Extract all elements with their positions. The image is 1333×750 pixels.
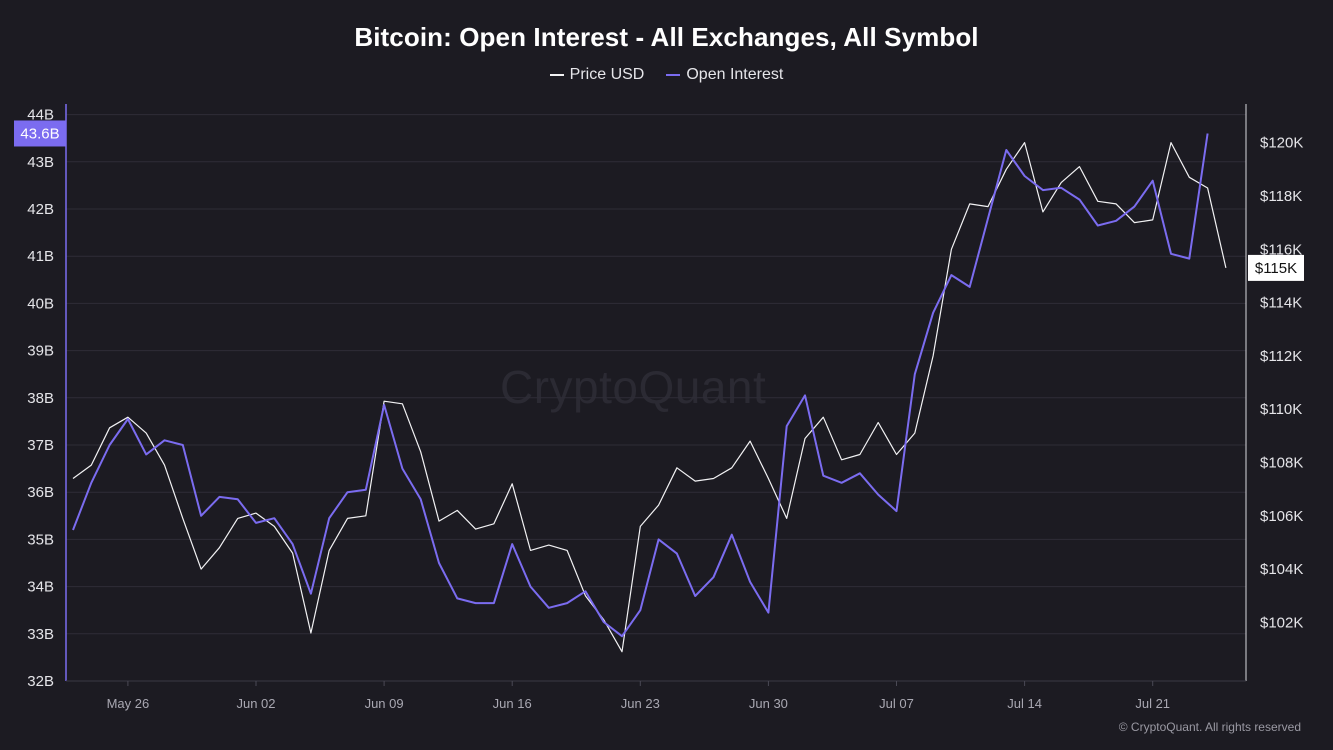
x-tick-label: Jun 02 <box>236 696 275 711</box>
legend-swatch-price <box>549 74 564 76</box>
y-right-tick-label: $106K <box>1260 508 1303 525</box>
x-tick-label: May 26 <box>107 696 150 711</box>
legend-label-open-interest: Open Interest <box>686 66 784 83</box>
y-left-tick-label: 37B <box>27 437 54 454</box>
x-tick-label: Jun 30 <box>749 696 788 711</box>
y-right-tick-label: $120K <box>1260 135 1303 152</box>
y-left-tick-label: 36B <box>27 484 54 501</box>
y-left-tick-label: 34B <box>27 579 54 596</box>
series-line-open-interest <box>72 133 1209 638</box>
y-left-tick-label: 39B <box>27 343 54 360</box>
copyright-notice: © CryptoQuant. All rights reserved <box>1118 720 1301 734</box>
x-tick-label: Jul 07 <box>879 696 914 711</box>
y-right-tick-label: $108K <box>1260 454 1303 471</box>
x-tick-label: Jun 23 <box>621 696 660 711</box>
y-left-tick-label: 44B <box>27 107 54 124</box>
x-tick-label: Jul 21 <box>1135 696 1170 711</box>
y-left-tick-label: 40B <box>27 295 54 312</box>
legend-label-price: Price USD <box>569 66 645 83</box>
chart-title: Bitcoin: Open Interest - All Exchanges, … <box>354 22 979 52</box>
y-left-tick-label: 33B <box>27 626 54 643</box>
y-left-tick-label: 32B <box>27 673 54 690</box>
y-right-tick-label: $114K <box>1260 295 1302 312</box>
x-tick-label: Jun 09 <box>365 696 404 711</box>
legend-item-price[interactable]: Price USD <box>549 66 645 84</box>
y-left-tick-label: 35B <box>27 531 54 548</box>
y-left-tick-label: 41B <box>27 248 54 265</box>
legend-swatch-open-interest <box>666 74 681 76</box>
y-right-tick-label: $118K <box>1260 188 1302 205</box>
y-left-tick-label: 42B <box>27 201 54 218</box>
y-right-tick-label: $104K <box>1260 561 1303 578</box>
y-left-tick-label: 43B <box>27 154 54 171</box>
y-right-tick-label: $102K <box>1260 614 1303 631</box>
legend-item-open-interest[interactable]: Open Interest <box>666 66 783 84</box>
badge-price-value: $115K <box>1255 260 1297 277</box>
watermark: CryptoQuant <box>500 361 767 413</box>
x-tick-label: Jul 14 <box>1007 696 1042 711</box>
y-right-tick-label: $110K <box>1260 401 1302 418</box>
badge-price-bg <box>1248 254 1304 281</box>
x-tick-label: Jun 16 <box>493 696 532 711</box>
legend: Price USD Open Interest <box>0 66 1333 84</box>
y-left-tick-label: 38B <box>27 390 54 407</box>
y-right-tick-label: $116K <box>1260 241 1302 258</box>
badge-open-interest-bg <box>14 120 66 147</box>
y-right-tick-label: $112K <box>1260 348 1302 365</box>
badge-open-interest-value: 43.6B <box>20 125 59 142</box>
